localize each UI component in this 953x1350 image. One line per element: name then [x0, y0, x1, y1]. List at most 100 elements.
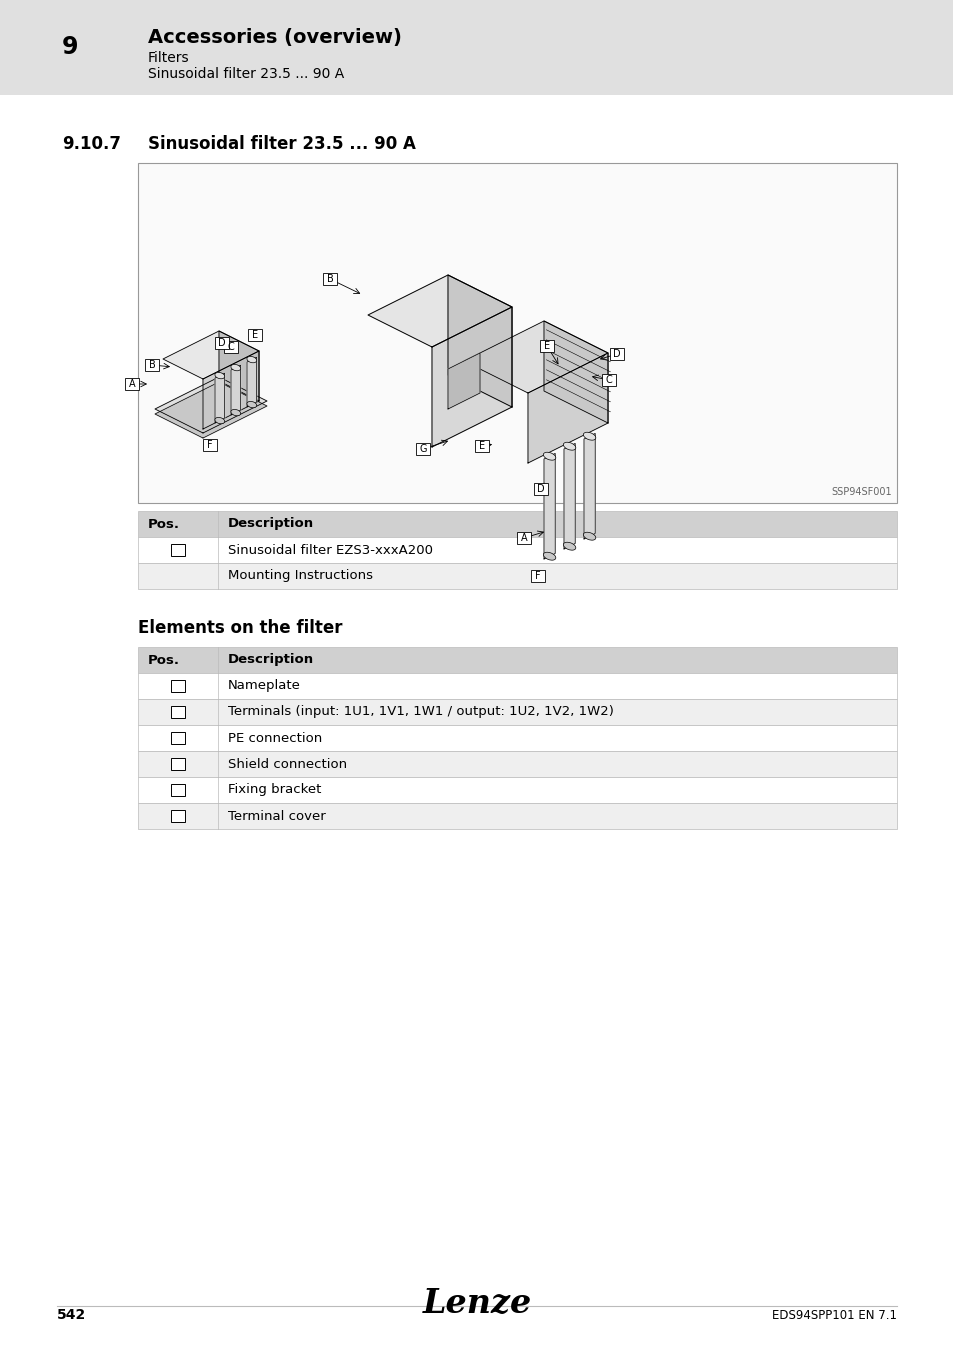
Bar — [171, 544, 185, 556]
Bar — [138, 647, 896, 674]
Bar — [203, 439, 216, 451]
Ellipse shape — [563, 543, 576, 551]
Polygon shape — [563, 443, 575, 549]
Ellipse shape — [583, 532, 596, 540]
Text: Fixing bracket: Fixing bracket — [228, 783, 321, 796]
Text: Shield connection: Shield connection — [228, 757, 347, 771]
Text: B: B — [174, 680, 181, 691]
Bar — [138, 778, 896, 803]
Bar — [171, 784, 185, 796]
Text: Terminals (input: 1U1, 1V1, 1W1 / output: 1U2, 1V2, 1W2): Terminals (input: 1U1, 1V1, 1W1 / output… — [228, 706, 613, 718]
Text: D: D — [173, 733, 182, 743]
Text: Accessories (overview): Accessories (overview) — [148, 28, 401, 47]
Text: F: F — [207, 440, 213, 450]
Bar — [248, 329, 262, 342]
Bar — [171, 810, 185, 822]
Polygon shape — [247, 358, 256, 406]
Bar — [531, 570, 544, 582]
Text: G: G — [418, 444, 426, 454]
Text: Description: Description — [228, 517, 314, 531]
Ellipse shape — [214, 373, 225, 379]
Text: D: D — [218, 338, 226, 348]
Text: Terminal cover: Terminal cover — [228, 810, 325, 822]
Bar — [138, 803, 896, 829]
Bar — [138, 563, 896, 589]
Bar — [145, 359, 159, 371]
Bar — [601, 374, 616, 386]
Text: 542: 542 — [57, 1308, 86, 1322]
Text: Mounting Instructions: Mounting Instructions — [228, 570, 373, 582]
Bar — [539, 340, 554, 352]
Bar — [138, 674, 896, 699]
Polygon shape — [463, 321, 607, 393]
Bar — [171, 757, 185, 769]
Polygon shape — [543, 454, 555, 559]
Text: Filters: Filters — [148, 51, 190, 65]
Polygon shape — [432, 306, 512, 447]
Bar — [138, 163, 896, 504]
Text: D: D — [613, 350, 620, 359]
Bar — [138, 699, 896, 725]
Text: C: C — [605, 375, 612, 385]
Text: EDS94SPP101 EN 7.1: EDS94SPP101 EN 7.1 — [771, 1310, 896, 1322]
Ellipse shape — [247, 401, 256, 408]
Bar — [534, 483, 547, 495]
Text: A: A — [520, 533, 527, 543]
Text: 9.10.7: 9.10.7 — [62, 135, 121, 153]
Text: Sinusoidal filter 23.5 ... 90 A: Sinusoidal filter 23.5 ... 90 A — [148, 68, 344, 81]
Text: F: F — [535, 571, 540, 580]
Polygon shape — [154, 382, 267, 437]
Text: 9: 9 — [62, 35, 78, 59]
Polygon shape — [583, 433, 595, 539]
Text: Pos.: Pos. — [148, 653, 180, 667]
Ellipse shape — [231, 364, 240, 371]
Text: Sinusoidal filter 23.5 ... 90 A: Sinusoidal filter 23.5 ... 90 A — [148, 135, 416, 153]
Ellipse shape — [247, 356, 256, 363]
Text: PE connection: PE connection — [228, 732, 322, 744]
Ellipse shape — [214, 417, 225, 424]
Text: B: B — [326, 274, 333, 284]
Bar — [171, 732, 185, 744]
Text: A: A — [129, 379, 135, 389]
Bar — [475, 440, 489, 452]
Bar — [214, 338, 229, 350]
Polygon shape — [368, 275, 512, 347]
Polygon shape — [163, 331, 258, 379]
Text: Nameplate: Nameplate — [228, 679, 300, 693]
Bar — [323, 273, 336, 285]
Bar — [224, 342, 237, 352]
Ellipse shape — [543, 552, 556, 560]
Bar — [171, 706, 185, 718]
Polygon shape — [448, 352, 479, 409]
Text: C: C — [174, 707, 181, 717]
Text: G: G — [173, 811, 182, 821]
Bar — [416, 443, 430, 455]
Text: Elements on the filter: Elements on the filter — [138, 620, 342, 637]
Polygon shape — [448, 275, 512, 406]
Polygon shape — [214, 373, 224, 423]
Text: Lenze: Lenze — [422, 1287, 531, 1320]
Bar — [517, 532, 531, 544]
Text: E: E — [252, 329, 258, 340]
Polygon shape — [527, 352, 607, 463]
Text: Sinusoidal filter EZS3-xxxA200: Sinusoidal filter EZS3-xxxA200 — [228, 544, 433, 556]
Text: C: C — [228, 342, 234, 352]
Text: D: D — [537, 485, 544, 494]
Polygon shape — [219, 331, 258, 401]
Bar — [125, 378, 139, 390]
Text: SSP94SF001: SSP94SF001 — [830, 487, 891, 497]
Bar — [138, 725, 896, 751]
Ellipse shape — [563, 443, 576, 450]
Text: A: A — [174, 545, 181, 555]
Ellipse shape — [231, 409, 240, 416]
Ellipse shape — [583, 432, 596, 440]
Text: Pos.: Pos. — [148, 517, 180, 531]
Bar — [609, 348, 623, 360]
Polygon shape — [231, 366, 240, 414]
Polygon shape — [203, 351, 258, 429]
Bar — [138, 537, 896, 563]
Bar — [0, 0, 953, 95]
Text: E: E — [478, 441, 484, 451]
Bar — [138, 751, 896, 778]
Ellipse shape — [543, 452, 556, 460]
